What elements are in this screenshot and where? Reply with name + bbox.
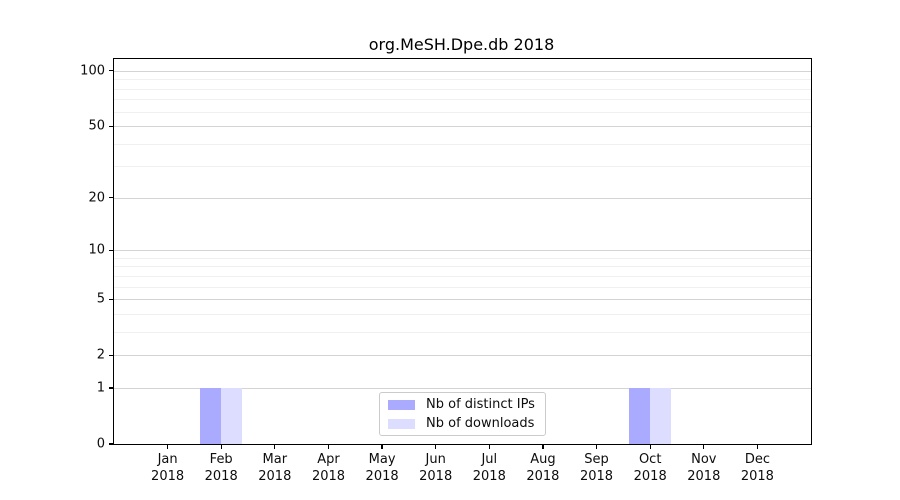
x-axis-tick-label: Jun 2018 bbox=[404, 452, 468, 485]
x-tick-month: Nov bbox=[691, 452, 717, 467]
x-axis-tick-label: Apr 2018 bbox=[297, 452, 361, 485]
legend-swatch-distinct-ips bbox=[388, 399, 415, 410]
x-tick-month: Jan bbox=[157, 452, 178, 467]
legend-item-downloads: Nb of downloads bbox=[388, 416, 545, 431]
x-tick-year: 2018 bbox=[151, 468, 185, 484]
x-tick-year: 2018 bbox=[204, 468, 238, 484]
x-tick-year: 2018 bbox=[419, 468, 453, 484]
x-tick-month: Feb bbox=[209, 452, 233, 467]
y-axis-tick bbox=[109, 70, 113, 72]
gridline bbox=[114, 99, 811, 101]
y-axis-tick bbox=[109, 125, 113, 127]
y-axis-tick-label: 50 bbox=[88, 118, 105, 134]
gridline bbox=[114, 250, 811, 252]
x-tick-month: May bbox=[368, 452, 396, 467]
gridline bbox=[114, 79, 811, 81]
x-tick-year: 2018 bbox=[472, 468, 506, 484]
gridline bbox=[114, 355, 811, 357]
legend: Nb of distinct IPs Nb of downloads bbox=[379, 392, 546, 436]
x-axis-tick-label: Nov 2018 bbox=[672, 452, 736, 485]
gridline bbox=[114, 313, 811, 315]
plot-area: Nb of distinct IPs Nb of downloads 0 1 2 5 1… bbox=[80, 58, 812, 484]
x-tick-year: 2018 bbox=[687, 468, 721, 484]
x-axis-tick bbox=[703, 445, 705, 449]
y-axis-tick-label: 1 bbox=[96, 380, 105, 396]
x-tick-month: Mar bbox=[262, 452, 288, 467]
bar-distinct-ips bbox=[629, 388, 651, 444]
x-axis-tick bbox=[756, 445, 758, 449]
y-axis-tick-label: 0 bbox=[96, 436, 105, 452]
y-axis-tick-label: 20 bbox=[88, 190, 105, 206]
x-tick-year: 2018 bbox=[633, 468, 667, 484]
y-axis-tick bbox=[109, 197, 113, 199]
x-axis-tick-label: Feb 2018 bbox=[189, 452, 253, 485]
bar-downloads bbox=[221, 388, 243, 444]
gridline bbox=[114, 143, 811, 145]
gridline bbox=[114, 286, 811, 288]
x-axis-tick bbox=[167, 445, 169, 449]
x-axis-tick bbox=[381, 445, 383, 449]
gridline bbox=[114, 70, 811, 72]
gridline bbox=[114, 126, 811, 128]
x-tick-month: Jun bbox=[425, 452, 446, 467]
gridline bbox=[114, 388, 811, 389]
x-axis-tick bbox=[595, 445, 598, 449]
x-tick-year: 2018 bbox=[579, 468, 614, 484]
x-tick-year: 2018 bbox=[740, 468, 774, 484]
x-axis-tick-label: May 2018 bbox=[350, 452, 414, 485]
gridline bbox=[114, 88, 811, 90]
x-tick-year: 2018 bbox=[311, 468, 346, 484]
gridline bbox=[114, 266, 811, 268]
x-axis-tick-label: Sep 2018 bbox=[565, 452, 629, 485]
y-axis-tick-label: 2 bbox=[96, 347, 105, 363]
y-axis-tick-label: 100 bbox=[80, 63, 105, 79]
x-axis-tick-label: Oct 2018 bbox=[618, 452, 682, 485]
y-axis-tick bbox=[109, 443, 113, 445]
y-axis-tick bbox=[109, 354, 113, 356]
x-axis-tick-label: Dec 2018 bbox=[725, 452, 789, 485]
x-tick-year: 2018 bbox=[365, 468, 399, 484]
x-axis-tick-label: Mar 2018 bbox=[243, 452, 307, 485]
y-axis-tick bbox=[109, 387, 113, 389]
x-axis-tick bbox=[649, 445, 651, 449]
y-axis-tick bbox=[109, 298, 113, 300]
gridline bbox=[114, 275, 811, 277]
gridline bbox=[114, 166, 811, 168]
gridline bbox=[114, 331, 811, 333]
x-tick-month: Apr bbox=[317, 452, 340, 467]
x-tick-year: 2018 bbox=[526, 468, 560, 484]
y-axis-tick-label: 5 bbox=[96, 291, 105, 307]
gridline bbox=[114, 197, 811, 199]
legend-label-distinct-ips: Nb of distinct IPs bbox=[426, 397, 535, 412]
x-axis-tick-label: Jul 2018 bbox=[457, 452, 521, 485]
x-axis-tick bbox=[542, 445, 544, 449]
x-tick-month: Jul bbox=[481, 452, 498, 467]
legend-swatch-downloads bbox=[388, 418, 415, 429]
gridline bbox=[114, 111, 811, 113]
bar-downloads bbox=[650, 388, 672, 444]
legend-label-downloads: Nb of downloads bbox=[426, 416, 535, 431]
bar-distinct-ips bbox=[200, 388, 222, 444]
x-axis-tick-label: Aug 2018 bbox=[511, 452, 575, 485]
x-tick-month: Oct bbox=[638, 452, 662, 467]
y-axis-tick-label: 10 bbox=[88, 242, 105, 258]
x-axis-tick-label: Jan 2018 bbox=[136, 452, 200, 485]
gridline bbox=[114, 299, 811, 301]
x-tick-month: Aug bbox=[530, 452, 556, 467]
gridline bbox=[114, 257, 811, 259]
x-tick-month: Dec bbox=[744, 452, 770, 467]
x-axis-tick bbox=[220, 445, 222, 449]
chart-title: org.MeSH.Dpe.db 2018 bbox=[368, 35, 555, 54]
legend-item-distinct-ips: Nb of distinct IPs bbox=[388, 397, 545, 412]
x-axis-tick bbox=[435, 445, 437, 449]
x-axis-tick bbox=[274, 445, 276, 449]
x-axis-tick bbox=[327, 445, 330, 449]
x-tick-year: 2018 bbox=[258, 468, 292, 484]
x-tick-month: Sep bbox=[584, 452, 609, 467]
y-axis-tick bbox=[109, 249, 113, 251]
x-axis-tick bbox=[488, 445, 490, 449]
